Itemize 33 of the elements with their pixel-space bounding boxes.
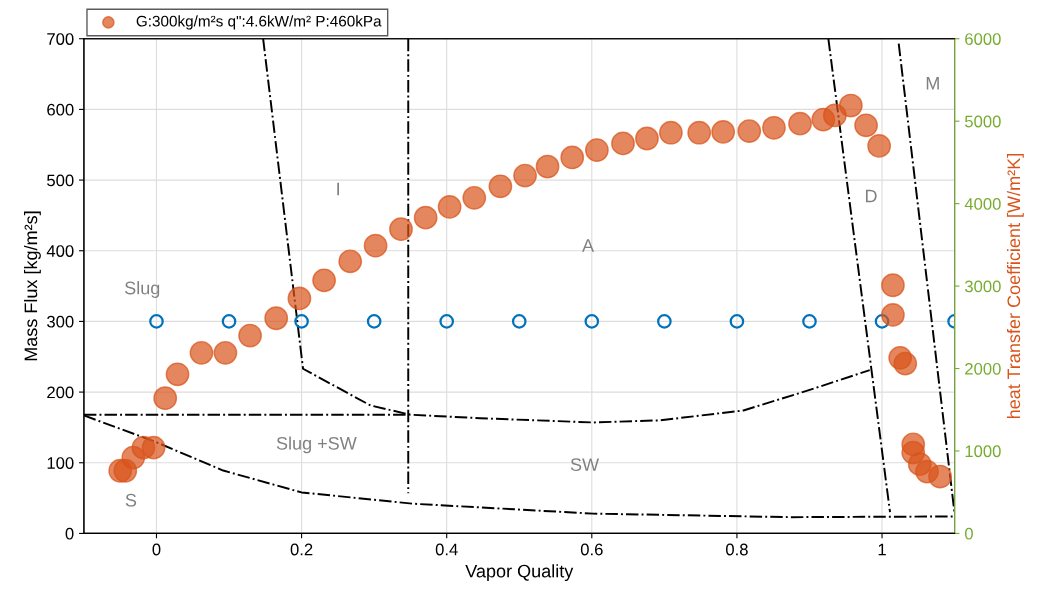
y2-tick-label: 2000: [965, 362, 1001, 375]
y-tick-label: 500: [47, 174, 74, 187]
y2-tick-label: 3000: [964, 280, 1001, 293]
x-tick-label: 0.4: [435, 543, 458, 556]
x-tick-label: 0.8: [725, 543, 748, 556]
y-tick-label: 100: [47, 457, 74, 469]
annotation: A: [582, 239, 595, 252]
y2-tick-label: 1000: [965, 445, 1001, 458]
x-tick-label: 0.6: [580, 543, 603, 556]
x-tick-label: 1: [878, 543, 886, 556]
annotation: SW: [570, 458, 600, 471]
y2-tick-label: 4000: [964, 198, 1001, 210]
y-tick-label: 200: [47, 386, 74, 399]
x-tick-label: 0.2: [290, 543, 313, 556]
annotation: Slug +SW: [276, 436, 357, 454]
y-tick-label: 400: [46, 245, 74, 257]
y-axis-title: Mass Flux [kg/m²s]: [24, 211, 41, 361]
y-tick-label: 700: [47, 33, 74, 45]
annotation: M: [926, 76, 939, 90]
y2-tick-label: 0: [964, 527, 973, 540]
legend-label: G:300kg/m²s q":4.6kW/m² P:460kPa: [136, 15, 382, 30]
y-tick-label: 300: [47, 315, 74, 328]
annotation: D: [865, 189, 877, 203]
x-tick-label: 0: [152, 543, 161, 556]
annotation: I: [337, 182, 339, 196]
y2-tick-label: 6000: [965, 33, 1001, 45]
annotation: S: [125, 493, 137, 507]
y2-axis-title: heat Transfer Coefficient [W/m²K]: [1006, 154, 1024, 419]
y-tick-label: 600: [47, 103, 74, 116]
annotation: Slug: [125, 281, 160, 298]
x-axis-title: Vapor Quality: [465, 564, 574, 582]
y-tick-label: 0: [65, 527, 74, 540]
y2-tick-label: 5000: [964, 115, 1001, 128]
